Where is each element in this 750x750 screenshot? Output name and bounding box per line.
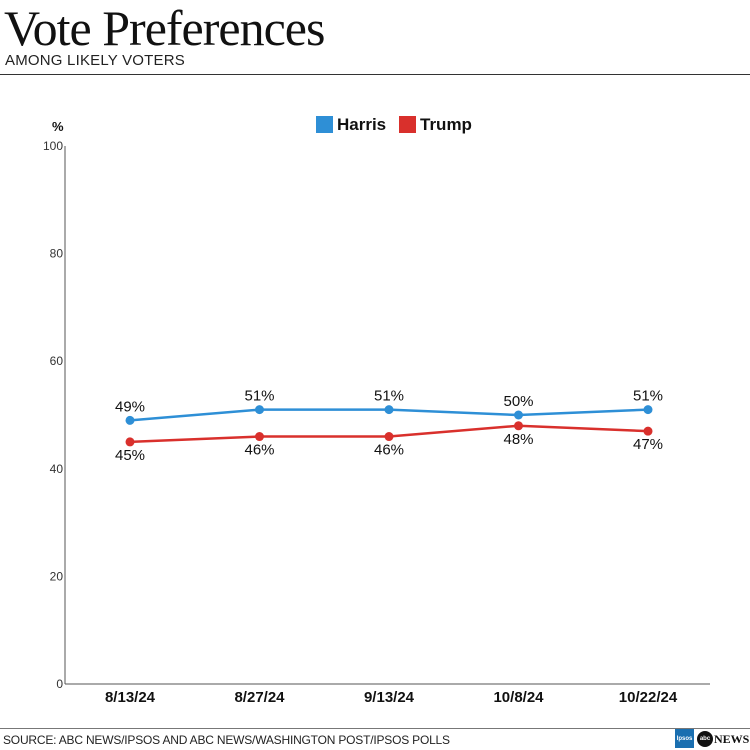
harris-legend-swatch [316, 116, 333, 133]
trump-legend-swatch [399, 116, 416, 133]
trump-data-label: 47% [633, 436, 663, 453]
series-data-labels: 49% 51% 51% 50% 51% 45% 46% 46% 48% 47% [115, 388, 663, 464]
chart-title: Vote Preferences [4, 0, 325, 56]
y-tick-label: 80 [50, 247, 64, 261]
harris-data-point [514, 410, 523, 420]
trump-data-point [255, 432, 264, 442]
harris-data-label: 51% [633, 388, 663, 405]
trump-data-point [125, 437, 135, 447]
chart-axes: % 0 20 40 60 80 100 8/13/24 8/27/24 9/13/24 10/8/2… [43, 119, 710, 706]
harris-data-label: 50% [503, 393, 533, 410]
trump-data-label: 46% [374, 442, 404, 459]
y-tick-label: 40 [50, 462, 64, 476]
y-tick-label: 100 [43, 139, 63, 153]
header-divider [0, 74, 750, 75]
x-tick-label: 8/13/24 [105, 689, 156, 706]
harris-data-point [384, 405, 394, 415]
harris-data-label: 49% [115, 398, 145, 415]
trump-data-label: 45% [115, 447, 145, 464]
trump-data-point [643, 426, 653, 436]
x-tick-label: 8/27/24 [234, 689, 285, 706]
y-axis-unit-label: % [52, 119, 64, 134]
line-chart: % 0 20 40 60 80 100 8/13/24 8/27/24 9/13/24 10/8/2… [43, 115, 710, 706]
trump-data-point [384, 432, 394, 442]
y-tick-label: 60 [50, 354, 64, 368]
x-tick-label: 10/8/24 [493, 689, 544, 706]
source-note: SOURCE: ABC NEWS/IPSOS AND ABC NEWS/WASH… [3, 733, 450, 747]
x-tick-label: 10/22/24 [619, 689, 678, 706]
harris-data-label: 51% [244, 388, 274, 405]
harris-data-point [255, 405, 264, 415]
series-points [125, 405, 653, 447]
abc-logo: abc [697, 731, 713, 747]
y-tick-label: 0 [56, 677, 63, 691]
trump-legend-label: Trump [420, 115, 472, 134]
chart-subtitle: AMONG LIKELY VOTERS [5, 52, 185, 69]
chart-legend: Harris Trump [316, 115, 472, 134]
harris-legend-label: Harris [337, 115, 386, 134]
trump-data-point [514, 421, 523, 431]
trump-data-label: 48% [503, 431, 533, 448]
footer-divider [0, 728, 750, 729]
news-logo: NEWS [714, 732, 750, 746]
trump-data-label: 46% [244, 442, 274, 459]
y-tick-label: 20 [50, 569, 64, 583]
ipsos-logo: Ipsos [675, 729, 694, 748]
harris-data-point [125, 415, 135, 425]
x-tick-label: 9/13/24 [364, 689, 415, 706]
harris-data-point [643, 405, 653, 415]
harris-data-label: 51% [374, 388, 404, 405]
